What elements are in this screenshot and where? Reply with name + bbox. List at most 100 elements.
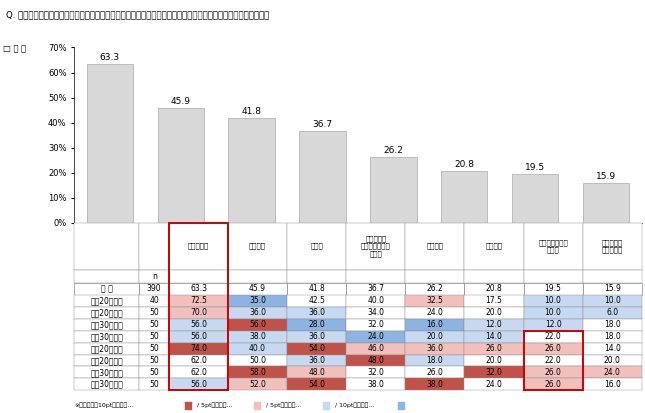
Bar	[346, 283, 405, 295]
Bar	[582, 354, 642, 366]
Bar	[287, 378, 346, 390]
Text: 36.7: 36.7	[312, 120, 333, 129]
Bar	[228, 366, 287, 378]
Text: 58.0: 58.0	[249, 368, 266, 377]
Bar	[254, 402, 261, 410]
Bar	[287, 295, 346, 307]
Bar	[464, 295, 524, 307]
Bar	[464, 354, 524, 366]
Bar	[524, 295, 582, 307]
Text: 20.8: 20.8	[486, 285, 502, 294]
Text: 56.0: 56.0	[249, 320, 266, 329]
Text: 48.0: 48.0	[308, 368, 325, 377]
Bar	[139, 223, 169, 270]
Bar	[139, 343, 169, 354]
Text: ※全体よりも10pt以上高い…: ※全体よりも10pt以上高い…	[74, 402, 134, 408]
Text: 女性30代後半: 女性30代後半	[90, 380, 123, 389]
Text: 62.0: 62.0	[190, 368, 207, 377]
Text: 10.0: 10.0	[604, 297, 620, 305]
Bar	[228, 283, 287, 295]
Text: 56.0: 56.0	[190, 320, 207, 329]
Bar	[405, 319, 464, 331]
Text: 業務内容: 業務内容	[249, 243, 266, 249]
Text: 36.0: 36.0	[249, 309, 266, 317]
Text: 26.0: 26.0	[544, 368, 562, 377]
Text: 男性30代前半: 男性30代前半	[90, 320, 123, 329]
Bar	[524, 331, 582, 390]
Text: 32.0: 32.0	[368, 320, 384, 329]
Text: 38.0: 38.0	[426, 380, 443, 389]
Text: オフィス環境・
雰囲気: オフィス環境・ 雰囲気	[538, 239, 568, 253]
Bar	[139, 378, 169, 390]
Bar	[228, 307, 287, 319]
Bar	[464, 331, 524, 343]
Bar	[139, 319, 169, 331]
Bar	[74, 354, 139, 366]
Text: 52.0: 52.0	[249, 380, 266, 389]
Bar	[169, 354, 228, 366]
Bar	[287, 283, 346, 295]
Text: n: n	[152, 272, 157, 281]
Text: 32.5: 32.5	[426, 297, 443, 305]
Bar	[524, 223, 582, 270]
Bar	[524, 378, 582, 390]
Text: 12.0: 12.0	[486, 320, 502, 329]
Bar	[228, 378, 287, 390]
Bar	[139, 295, 169, 307]
Text: 74.0: 74.0	[190, 344, 207, 353]
Bar	[169, 378, 228, 390]
Bar	[287, 354, 346, 366]
Bar	[287, 331, 346, 343]
Bar	[524, 343, 582, 354]
Text: 20.0: 20.0	[604, 356, 620, 365]
Bar	[464, 270, 524, 283]
Text: 6.0: 6.0	[606, 309, 619, 317]
Text: 16.0: 16.0	[426, 320, 443, 329]
Text: 20.0: 20.0	[486, 356, 502, 365]
Bar	[169, 307, 228, 319]
Bar	[582, 270, 642, 283]
Bar	[346, 331, 405, 343]
Text: 32.0: 32.0	[486, 368, 502, 377]
Text: 24.0: 24.0	[426, 309, 443, 317]
Bar	[287, 270, 346, 283]
Text: 40: 40	[150, 297, 159, 305]
Bar	[370, 157, 417, 223]
Text: 人間関係: 人間関係	[486, 243, 502, 249]
Text: 全 体: 全 体	[101, 285, 113, 294]
Text: 18.0: 18.0	[604, 332, 620, 341]
Bar	[464, 366, 524, 378]
Text: 14.0: 14.0	[486, 332, 502, 341]
Bar	[583, 183, 630, 223]
Bar	[405, 223, 464, 270]
Bar	[524, 366, 582, 378]
Bar	[582, 223, 642, 270]
Bar	[74, 307, 139, 319]
Bar	[464, 319, 524, 331]
Bar	[524, 331, 582, 343]
Bar	[287, 366, 346, 378]
Text: 40.0: 40.0	[367, 297, 384, 305]
Bar	[346, 366, 405, 378]
Text: 63.3: 63.3	[99, 53, 120, 62]
Bar	[405, 354, 464, 366]
Text: 56.0: 56.0	[190, 380, 207, 389]
Bar	[228, 270, 287, 283]
Bar	[524, 270, 582, 283]
Bar	[464, 343, 524, 354]
Text: 62.0: 62.0	[190, 356, 207, 365]
Bar	[346, 319, 405, 331]
Text: 56.0: 56.0	[190, 332, 207, 341]
Text: 26.0: 26.0	[544, 380, 562, 389]
Bar	[139, 366, 169, 378]
Text: 45.9: 45.9	[249, 285, 266, 294]
Text: 給与・待遇: 給与・待遇	[188, 243, 209, 249]
Text: 福利厚生: 福利厚生	[426, 243, 443, 249]
Text: 22.0: 22.0	[545, 332, 562, 341]
Bar	[405, 295, 464, 307]
Bar	[405, 366, 464, 378]
Text: 17.5: 17.5	[486, 297, 502, 305]
Text: 20.0: 20.0	[486, 309, 502, 317]
Bar	[441, 171, 488, 223]
Bar	[169, 343, 228, 354]
